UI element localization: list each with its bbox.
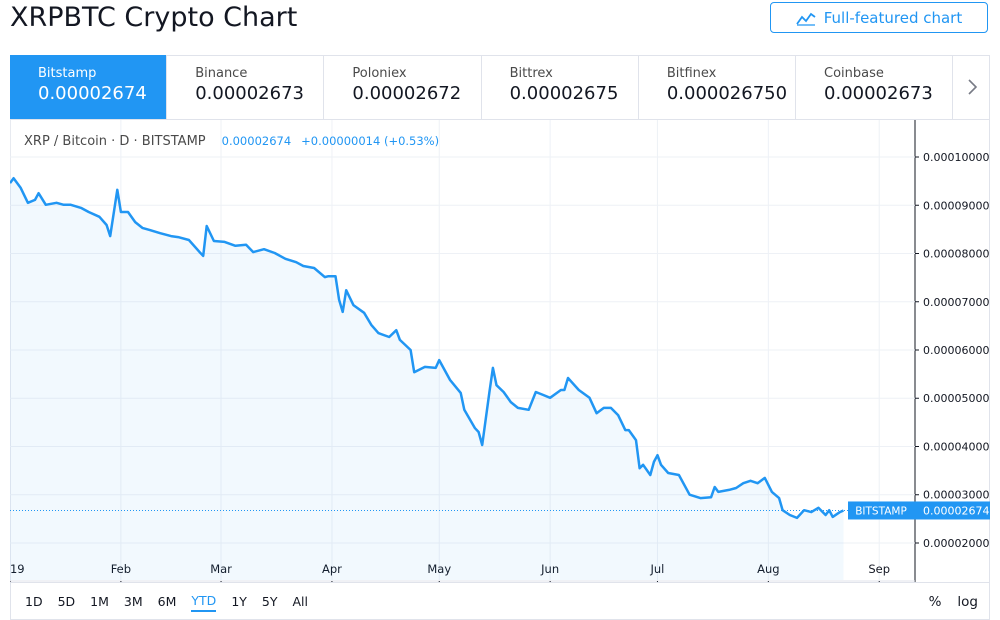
exchange-tab[interactable]: Bitfinex 0.000026750 [639, 55, 797, 119]
x-tick-label: Feb [111, 562, 131, 576]
y-tick-label: 0.00005000 [923, 392, 989, 405]
exchange-price: 0.00002675 [509, 83, 619, 104]
exchange-tabs: Bitstamp 0.00002674 Binance 0.00002673 Polon… [10, 55, 990, 120]
exchange-price: 0.00002673 [195, 83, 304, 104]
y-tick-label: 0.00007000 [923, 296, 989, 309]
exchange-name: Binance [195, 66, 248, 81]
scale-options: % log [929, 594, 990, 610]
exchange-name: Poloniex [352, 66, 407, 81]
exchange-tab[interactable]: Bitstamp 0.00002674 [10, 55, 168, 119]
x-tick-label: Aug [757, 562, 779, 576]
y-tick-label: 0.00004000 [923, 440, 989, 453]
price-line [10, 176, 845, 520]
exchange-name: Coinbase [824, 66, 884, 81]
exchange-tab[interactable]: Bittrex 0.00002675 [482, 55, 639, 119]
scale-button[interactable]: % [928, 593, 942, 610]
range-bar: 1D 5D 1M 3M 6M YTD 1Y 5Y All% log [10, 582, 990, 620]
range-button[interactable]: 1Y [231, 594, 247, 609]
range-button[interactable]: 6M [157, 594, 177, 609]
chart: 0.00002000 0.00003000 0.00004000 0.00005000… [10, 120, 990, 582]
x-tick-label: May [427, 562, 451, 576]
range-button[interactable]: 3M [123, 594, 143, 609]
last-price-label: 0.00002674 [923, 504, 989, 517]
symbol-title: XRP / Bitcoin · D · BITSTAMP [24, 134, 206, 149]
range-button[interactable]: 5D [57, 594, 76, 609]
exchange-tab[interactable]: Coinbase 0.00002673 [796, 55, 954, 119]
button-label: Full-featured chart [823, 8, 963, 27]
x-tick-label: Sep [868, 562, 890, 576]
range-button[interactable]: All [292, 594, 309, 609]
last-price-box [915, 501, 990, 520]
exchange-name: Bitstamp [38, 66, 97, 81]
x-tick-label: Jul [650, 562, 665, 576]
x-tick-label: Apr [322, 562, 342, 576]
range-button[interactable]: YTD [191, 591, 217, 612]
exchange-tab[interactable]: Poloniex 0.00002672 [324, 55, 482, 119]
full-chart-button[interactable]: Full-featured chart [770, 2, 988, 33]
exchange-name: Bitfinex [666, 66, 717, 81]
y-tick-label: 0.00009000 [923, 199, 989, 212]
exchange-price: 0.00002673 [824, 83, 933, 104]
header-price: 0.00002674 [222, 134, 292, 148]
chart-icon [796, 12, 816, 26]
price-tag-box [848, 501, 915, 520]
next-arrow[interactable] [953, 55, 990, 119]
x-tick-label: Mar [210, 562, 232, 576]
y-tick-label: 0.00010000 [923, 151, 989, 164]
exchange-price: 0.00002674 [38, 83, 147, 104]
page-title: XRPBTC Crypto Chart [10, 2, 298, 33]
header-change: +0.00000014 (+0.53%) [301, 134, 439, 148]
y-tick-label: 0.00003000 [923, 489, 989, 502]
range-button[interactable]: 1D [25, 594, 43, 609]
price-tag: BITSTAMP [855, 505, 907, 517]
y-tick-label: 0.00006000 [923, 344, 989, 357]
y-tick-label: 0.00002000 [923, 537, 989, 550]
range-button[interactable]: 1M [90, 594, 109, 609]
scale-button[interactable]: log [957, 593, 978, 610]
exchange-price: 0.000026750 [666, 83, 788, 104]
exchange-price: 0.00002672 [352, 83, 462, 104]
x-tick-label: 2019 [10, 562, 25, 576]
y-tick-label: 0.00008000 [923, 248, 989, 261]
x-tick-label: Jun [540, 562, 559, 576]
range-button[interactable]: 5Y [261, 594, 278, 609]
exchange-tab[interactable]: Binance 0.00002673 [167, 55, 325, 119]
exchange-name: Bittrex [509, 66, 553, 81]
area-fill [10, 178, 844, 580]
